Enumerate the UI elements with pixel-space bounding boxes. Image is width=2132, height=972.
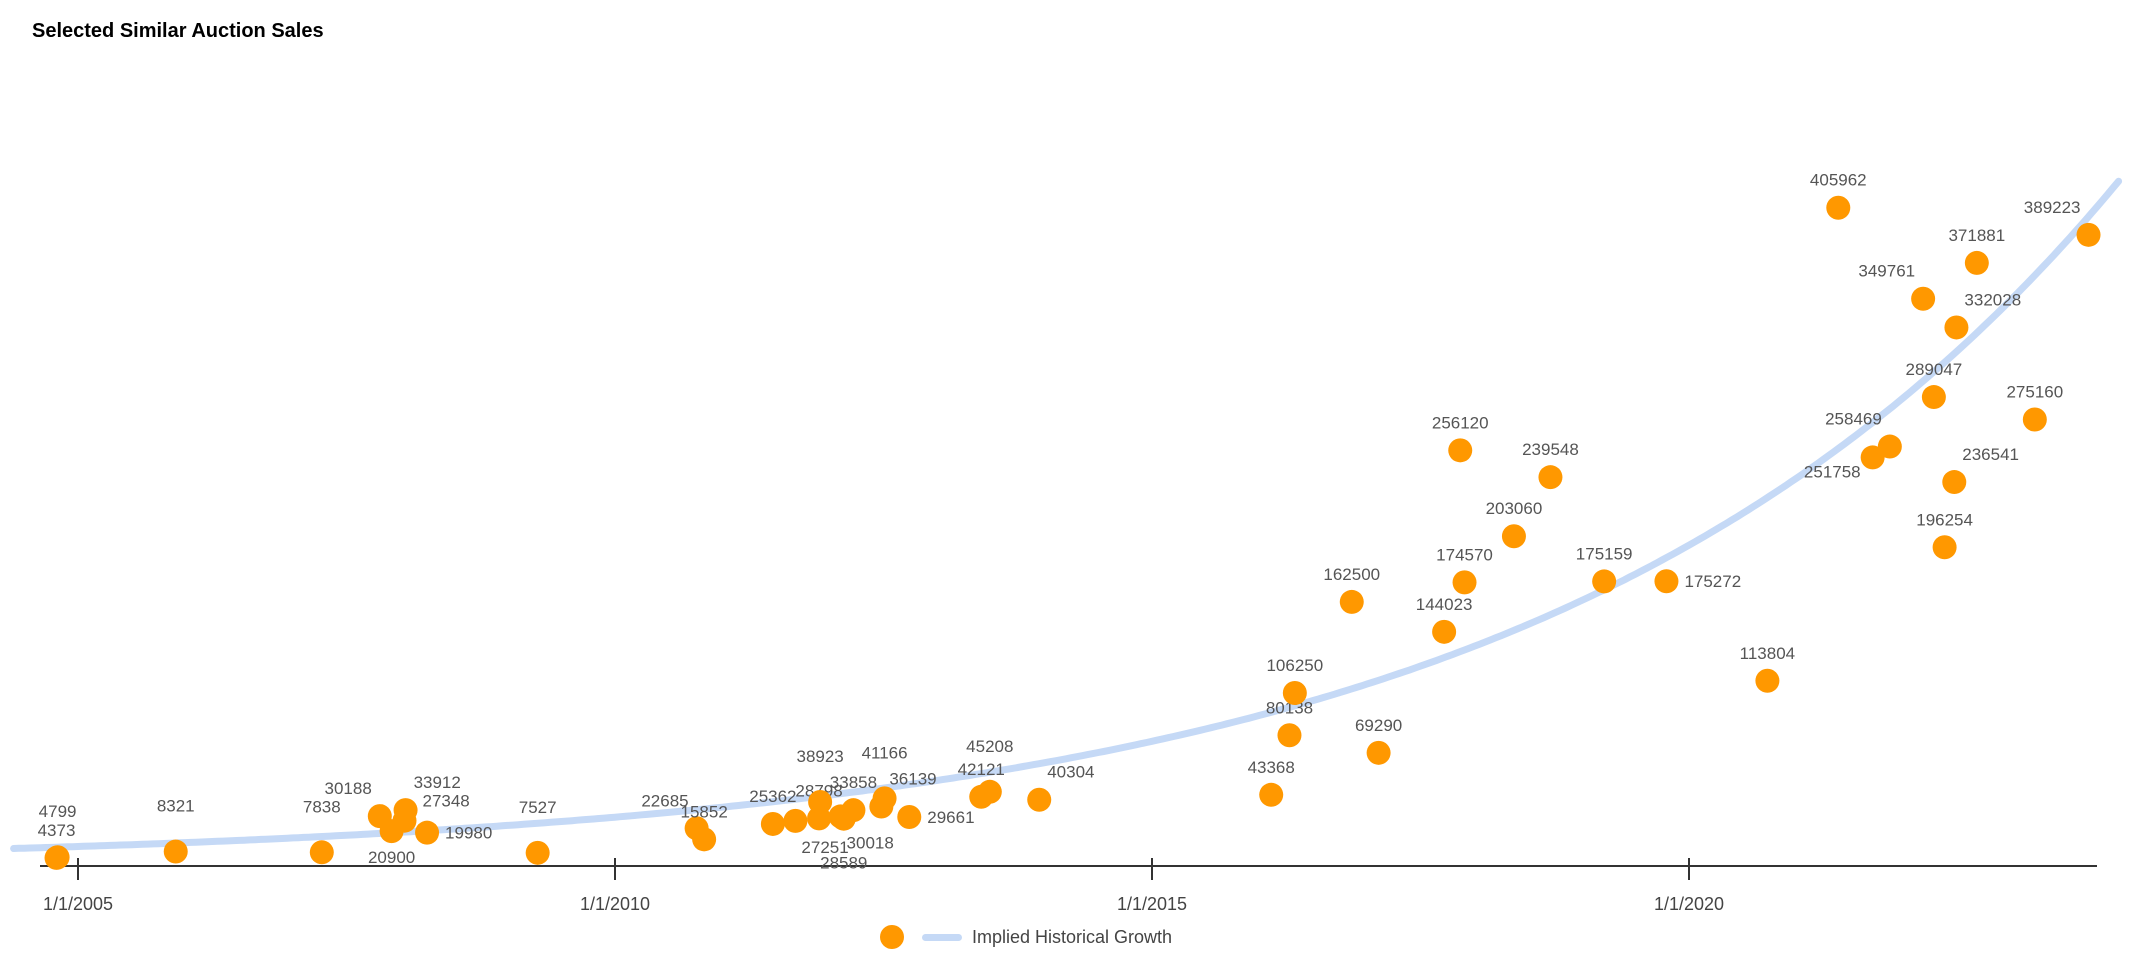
- data-point: [897, 804, 922, 829]
- data-point: [1538, 465, 1563, 490]
- data-label: 371881: [1948, 226, 2005, 245]
- data-label: 258469: [1825, 410, 1882, 429]
- data-point: [1448, 438, 1473, 463]
- data-label: 43368: [1248, 758, 1295, 777]
- data-label: 349761: [1858, 262, 1915, 281]
- data-label: 196254: [1916, 510, 1973, 529]
- data-point: [1501, 524, 1526, 549]
- legend-label-trend: Implied Historical Growth: [972, 926, 1173, 947]
- x-tick-label: 1/1/2005: [43, 894, 113, 914]
- data-point: [1932, 535, 1957, 560]
- data-point: [872, 786, 897, 811]
- data-label: 332028: [1964, 290, 2021, 309]
- data-point: [1432, 619, 1457, 644]
- data-point: [415, 820, 440, 845]
- data-point: [1755, 668, 1780, 693]
- data-label: 174570: [1436, 545, 1493, 564]
- data-label: 289047: [1906, 360, 1963, 379]
- data-point: [1259, 782, 1284, 807]
- legend-point-marker: [880, 925, 904, 949]
- data-label: 236541: [1962, 445, 2019, 464]
- data-point: [1921, 385, 1946, 410]
- data-label: 28589: [820, 854, 867, 873]
- data-point: [1860, 445, 1885, 470]
- data-point: [525, 840, 550, 865]
- data-point: [1277, 723, 1302, 748]
- legend-trend-line-marker: [922, 933, 962, 941]
- data-label: 113804: [1740, 644, 1795, 663]
- data-label: 30188: [325, 779, 372, 798]
- data-label: 36139: [889, 769, 936, 788]
- data-label: 7527: [519, 798, 557, 817]
- data-label: 42121: [958, 760, 1005, 779]
- data-point: [1964, 250, 1989, 275]
- data-label: 175159: [1576, 544, 1633, 563]
- data-label: 256120: [1432, 413, 1489, 432]
- data-point: [309, 840, 334, 865]
- data-label: 162500: [1323, 565, 1380, 584]
- data-label: 29661: [927, 808, 974, 827]
- data-label: 175272: [1684, 572, 1741, 591]
- data-label: 239548: [1522, 440, 1579, 459]
- data-point: [692, 827, 717, 852]
- data-label: 30018: [847, 833, 894, 852]
- data-label: 7838: [303, 797, 341, 816]
- data-label: 4373: [38, 821, 76, 840]
- data-point: [45, 845, 70, 870]
- data-point: [1592, 569, 1617, 594]
- data-label: 45208: [966, 737, 1013, 756]
- data-point: [1826, 195, 1851, 220]
- data-point: [1366, 740, 1391, 765]
- data-label: 144023: [1416, 595, 1473, 614]
- data-point: [1944, 315, 1969, 340]
- data-label: 41166: [862, 743, 908, 762]
- data-label: 33912: [414, 773, 461, 792]
- data-point: [1877, 434, 1902, 459]
- data-point: [1282, 680, 1307, 705]
- data-label: 203060: [1486, 499, 1543, 518]
- data-label: 251758: [1804, 462, 1861, 481]
- data-label: 19980: [445, 824, 492, 843]
- data-label: 33858: [830, 773, 877, 792]
- data-point: [2076, 222, 2101, 247]
- data-label: 20900: [368, 848, 415, 867]
- chart-title: Selected Similar Auction Sales: [32, 20, 324, 42]
- data-label: 275160: [2006, 383, 2063, 402]
- data-label: 4799: [39, 802, 77, 821]
- data-label: 389223: [2024, 198, 2081, 217]
- x-tick-label: 1/1/2020: [1654, 894, 1724, 914]
- data-point: [1452, 570, 1477, 595]
- data-label: 405962: [1810, 171, 1867, 190]
- data-point: [1942, 470, 1967, 495]
- data-point: [808, 789, 833, 814]
- data-point: [977, 779, 1002, 804]
- data-point: [392, 808, 417, 833]
- data-label: 38923: [796, 747, 843, 766]
- data-point: [1654, 569, 1679, 594]
- data-point: [783, 808, 808, 833]
- data-label: 15852: [681, 802, 728, 821]
- trend-line: [10, 177, 2123, 852]
- data-label: 40304: [1047, 763, 1094, 782]
- data-label: 25362: [749, 787, 796, 806]
- data-label: 69290: [1355, 716, 1402, 735]
- data-label: 106250: [1266, 656, 1323, 675]
- data-point: [1339, 589, 1364, 614]
- x-tick-label: 1/1/2015: [1117, 894, 1187, 914]
- x-tick-label: 1/1/2010: [580, 894, 650, 914]
- data-point: [163, 839, 188, 864]
- data-point: [1027, 787, 1052, 812]
- data-label: 27251: [801, 838, 848, 857]
- data-point: [2022, 407, 2047, 432]
- legend[interactable]: Implied Historical Growth: [880, 925, 1172, 949]
- data-label: 27348: [422, 792, 469, 811]
- data-point: [828, 804, 853, 829]
- data-label: 22685: [641, 791, 688, 810]
- data-point: [760, 811, 785, 836]
- data-label: 8321: [157, 797, 195, 816]
- data-point: [1911, 286, 1936, 311]
